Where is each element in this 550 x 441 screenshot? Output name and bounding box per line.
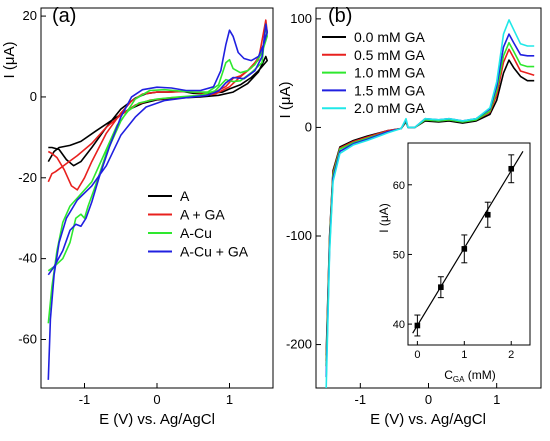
- inset-x-axis-title: CGA (mM): [444, 368, 496, 384]
- panel-b-legend-label-2-0-mm-ga: 2.0 mM GA: [354, 100, 425, 116]
- panel-b-series-2-0-mm-ga: [325, 19, 535, 389]
- panel-a-series-a-cu-ga: [47, 23, 268, 380]
- inset-marks: [412, 151, 524, 337]
- inset-x-tick-label: 0: [414, 349, 420, 361]
- panel-b-legend-label-1-5-mm-ga: 1.5 mM GA: [354, 82, 425, 98]
- panel-a-series-a-ga: [47, 19, 268, 191]
- inset-x-tick-label: 2: [508, 349, 514, 361]
- panel-a-y-axis-title: I (μA): [1, 42, 18, 79]
- inset-chart: 0 1 2 40 50 60 CGA (mM) I (μA): [377, 142, 531, 384]
- panel-b-x-axis-title: E (V) vs. Ag/AgCl: [370, 411, 486, 428]
- inset-data-point: [461, 246, 468, 252]
- panel-b-y-axis-title: I (μA): [277, 82, 294, 119]
- panel-a-legend-label-a: A: [180, 188, 190, 204]
- panel-a-y-tick-label: -60: [18, 331, 37, 346]
- panel-a-x-tick-label: 0: [153, 392, 160, 407]
- panel-b-y-tick-label: -200: [286, 337, 312, 352]
- panel-a-curves: [47, 19, 268, 380]
- panel-b-x-tick-label: 0: [425, 392, 432, 407]
- inset-y-axis-title: I (μA): [377, 203, 391, 233]
- inset-y-tick-label: 50: [393, 249, 405, 261]
- panel-b-x-tick-label: -1: [355, 392, 367, 407]
- panel-b-series-1-0-mm-ga: [325, 41, 535, 367]
- inset-y-tick-label: 40: [393, 319, 405, 331]
- panel-a-series-a: [47, 55, 268, 167]
- inset-y-tick-label: 60: [393, 180, 405, 192]
- panel-b-legend-label-1-0-mm-ga: 1.0 mM GA: [354, 65, 425, 81]
- inset-x-axis-main: C: [444, 368, 453, 382]
- panel-a-legend-label-a-cu: A-Cu: [180, 225, 212, 241]
- panel-a-x-tick-label: -1: [79, 392, 91, 407]
- inset-x-axis-sub: GA: [453, 375, 465, 384]
- inset-fit-line: [412, 151, 524, 334]
- panel-a-y-tick-label: -20: [18, 170, 37, 185]
- inset-x-ticks: 0 1 2: [414, 341, 514, 361]
- inset-data-point: [414, 322, 421, 329]
- panel-a-legend: A A + GA A-Cu A-Cu + GA: [148, 188, 249, 260]
- panel-b-curves: [325, 19, 535, 389]
- panel-a-y-tick-label: 0: [30, 89, 37, 104]
- panel-a-label: (a): [52, 5, 76, 27]
- panel-a-y-ticks: -60 -40 -20 0 20: [18, 8, 46, 346]
- panel-b-legend-label-0-5-mm-ga: 0.5 mM GA: [354, 47, 425, 63]
- inset-data-point: [438, 284, 444, 290]
- panel-a-legend-label-a-cu-ga: A-Cu + GA: [180, 244, 249, 260]
- inset-x-tick-label: 1: [461, 349, 467, 361]
- panel-b-x-tick-label: 1: [493, 392, 500, 407]
- panel-a-x-tick-label: 1: [226, 392, 233, 407]
- inset-frame: [407, 142, 531, 346]
- panel-a-x-ticks: -1 0 1: [79, 383, 233, 407]
- panel-b-y-tick-label: 100: [290, 11, 312, 26]
- panel-b-y-tick-label: 0: [305, 119, 312, 134]
- panel-b-y-ticks: -200 -100 0 100: [286, 11, 321, 352]
- panel-a-x-axis-title: E (V) vs. Ag/AgCl: [99, 411, 215, 428]
- inset-data-point: [484, 211, 491, 218]
- panel-a-frame: [40, 7, 274, 389]
- panel-b-series-0-0-mm-ga: [325, 59, 535, 356]
- panel-b-label: (b): [328, 5, 352, 27]
- inset-y-ticks: 40 50 60: [393, 180, 412, 331]
- panel-a-legend-label-a-ga: A + GA: [180, 207, 225, 223]
- panel-b-y-tick-label: -100: [286, 228, 312, 243]
- panel-b-legend: 0.0 mM GA 0.5 mM GA 1.0 mM GA1.5 mM GA 2.0 …: [322, 29, 425, 116]
- panel-a-series-a-cu: [47, 23, 268, 324]
- inset-data-point: [508, 165, 515, 172]
- panel-a-y-tick-label: -40: [18, 251, 37, 266]
- panel-b-legend-label-0-0-mm-ga: 0.0 mM GA: [354, 29, 425, 45]
- panel-a-y-tick-label: 20: [23, 8, 37, 23]
- panel-b-x-ticks: -1 0 1: [355, 383, 500, 407]
- inset-x-axis-unit: (mM): [468, 368, 496, 382]
